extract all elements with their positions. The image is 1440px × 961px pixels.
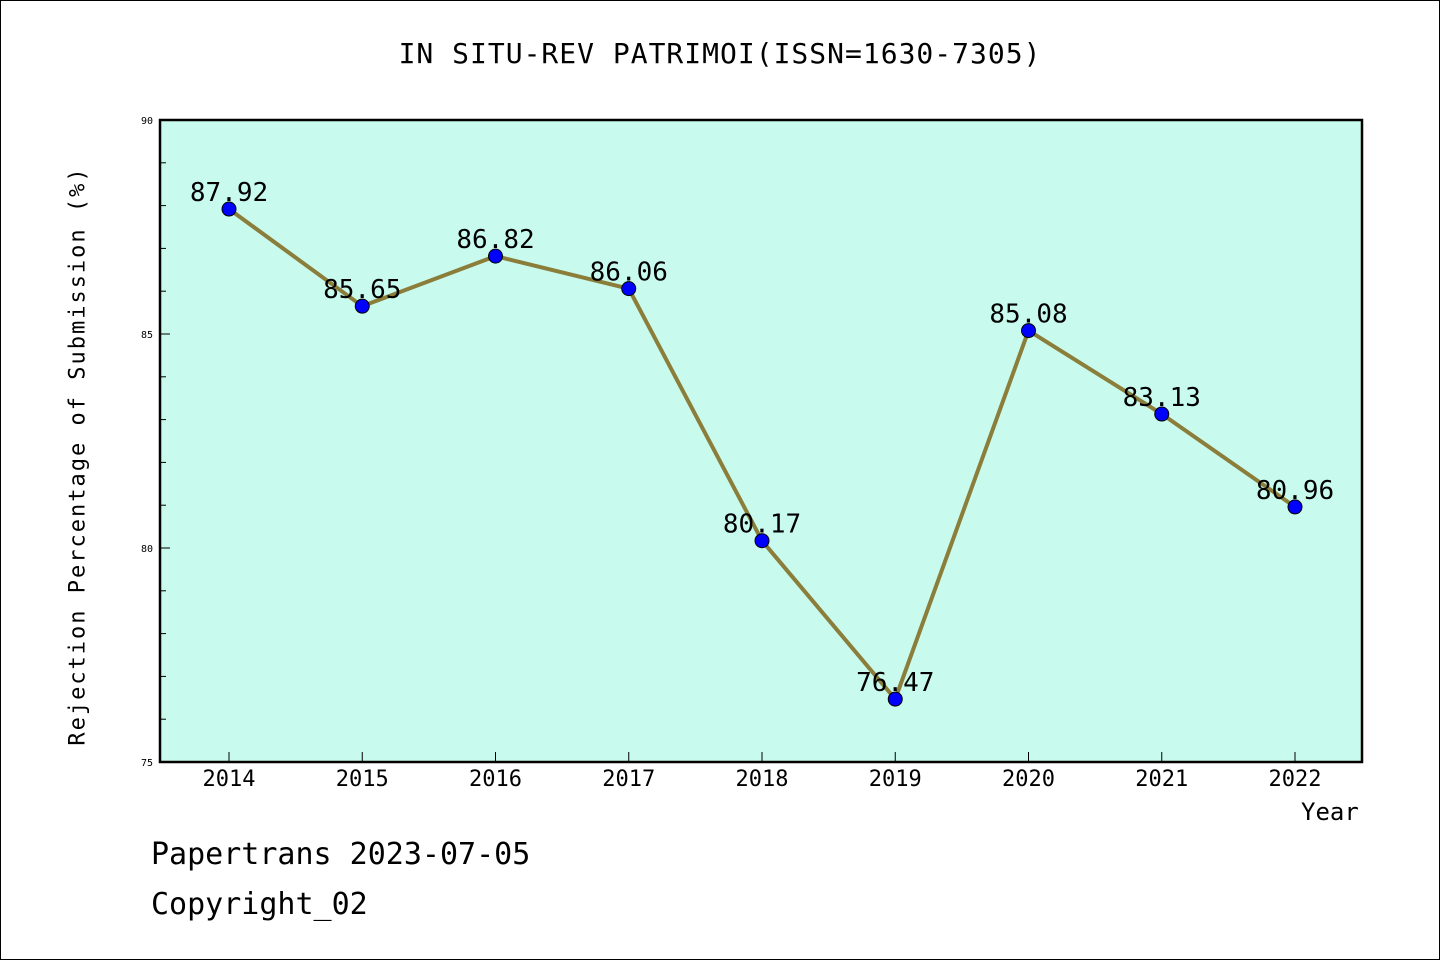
y-tick-label: 75 [141,758,153,769]
x-tick-label: 2020 [1002,767,1055,792]
y-tick-label: 85 [141,330,153,341]
y-tick-label: 90 [141,116,153,127]
x-tick-label: 2018 [736,767,789,792]
x-tick-label: 2017 [602,767,655,792]
data-label: 87.92 [190,178,268,208]
footer-copyright: Copyright_02 [151,887,368,922]
footer-date: Papertrans 2023-07-05 [151,837,531,872]
chart-title: IN SITU-REV PATRIMOI(ISSN=1630-7305) [398,37,1042,70]
data-point [221,201,237,217]
y-tick-label: 80 [141,544,153,555]
x-tick-label: 2016 [469,767,522,792]
x-axis-label: Year [1301,798,1359,826]
data-point [488,248,503,264]
data-point [621,281,637,297]
data-point [1287,499,1303,515]
x-tick-label: 2021 [1135,767,1188,792]
data-label: 80.96 [1256,476,1334,506]
plot-area [158,118,1364,764]
x-tick-label: 2019 [869,767,922,792]
data-label: 85.65 [323,275,401,305]
data-point [1021,323,1036,339]
x-tick-label: 2014 [203,767,256,792]
x-tick-label: 2015 [336,767,389,792]
data-point [1154,406,1170,422]
data-point [354,298,370,314]
data-point [754,533,770,549]
data-label: 76.47 [856,668,934,698]
data-label: 85.08 [989,300,1067,330]
data-label: 86.82 [456,225,534,255]
data-point [887,691,903,707]
data-label: 83.13 [1123,383,1201,413]
data-label: 80.17 [723,510,801,540]
data-label: 86.06 [590,258,668,288]
x-tick-label: 2022 [1269,767,1322,792]
